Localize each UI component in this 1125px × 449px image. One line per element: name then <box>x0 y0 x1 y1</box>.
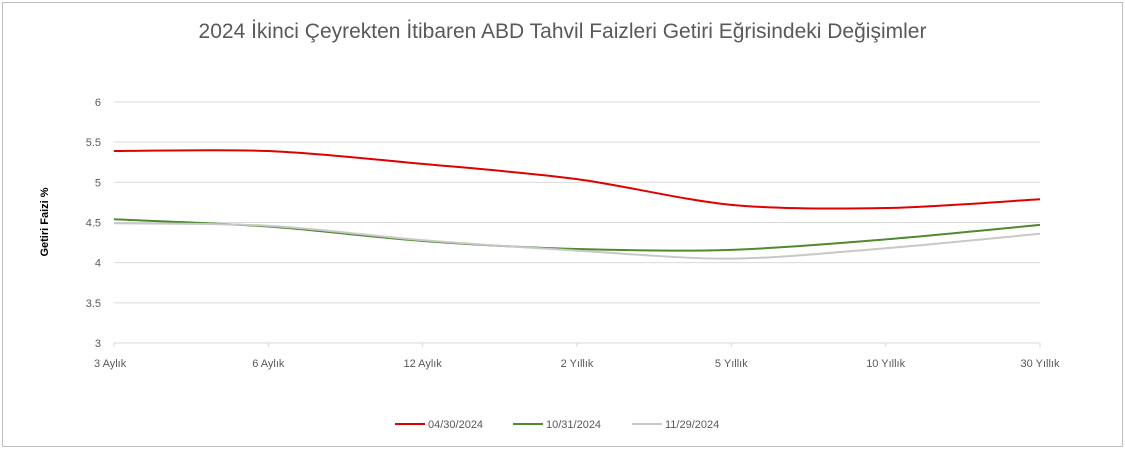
y-tick-label: 5.5 <box>86 137 101 149</box>
legend: 04/30/2024 10/31/2024 11/29/2024 <box>395 419 719 431</box>
y-tick-label: 5 <box>95 177 101 189</box>
legend-label: 11/29/2024 <box>665 419 719 431</box>
x-tick-label: 2 Yıllık <box>561 358 594 370</box>
chart-title: 2024 İkinci Çeyrekten İtibaren ABD Tahvi… <box>198 20 927 43</box>
y-tick-labels: 3 3.5 4 4.5 5 5.5 6 <box>86 97 101 350</box>
y-tick-label: 4 <box>95 258 101 270</box>
grid-lines <box>114 101 1040 344</box>
series-line-3 <box>113 222 1041 260</box>
y-tick-label: 3.5 <box>86 298 101 310</box>
series-line-2 <box>113 218 1041 252</box>
x-tick-label: 12 Aylık <box>404 358 443 370</box>
legend-label: 04/30/2024 <box>428 419 483 431</box>
y-axis-label: Getiri Faizi % <box>39 187 51 256</box>
y-tick-label: 3 <box>95 338 101 350</box>
legend-label: 10/31/2024 <box>546 419 601 431</box>
x-tick-label: 30 Yıllık <box>1021 358 1060 370</box>
x-tick-labels: 3 Aylık 6 Aylık 12 Aylık 2 Yıllık 5 Yıllık 10… <box>94 343 1060 370</box>
series-lines <box>113 149 1041 260</box>
x-tick-label: 10 Yıllık <box>866 358 905 370</box>
series-line-1 <box>113 149 1041 210</box>
y-tick-label: 6 <box>95 97 101 109</box>
x-tick-label: 3 Aylık <box>94 358 127 370</box>
x-tick-label: 5 Yıllık <box>715 358 748 370</box>
x-tick-label: 6 Aylık <box>252 358 285 370</box>
y-tick-label: 4.5 <box>86 218 101 230</box>
